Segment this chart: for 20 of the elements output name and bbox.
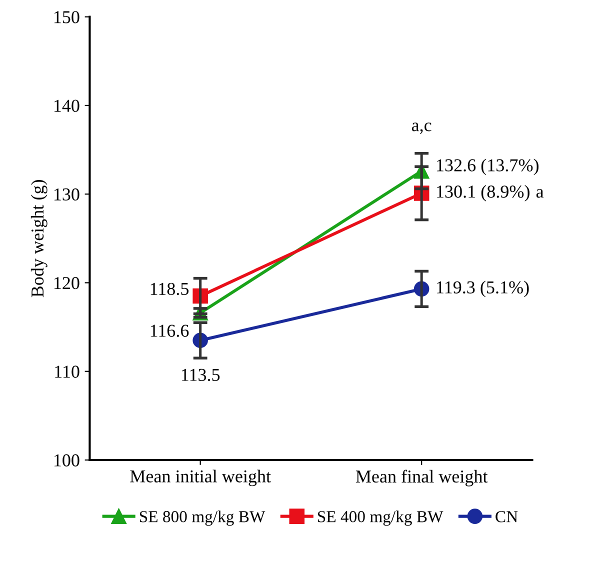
y-tick-label: 140 <box>54 100 80 112</box>
data-label: 116.6 <box>150 324 189 337</box>
y-axis-title: Body weight (g) <box>30 180 48 298</box>
legend-label: SE 800 mg/kg BW <box>140 510 266 526</box>
y-tick-label: 150 <box>54 11 80 24</box>
data-label: 130.1 (8.9%) <box>437 185 530 202</box>
legend-label: CN <box>496 511 518 522</box>
annotation: a,c <box>412 122 432 134</box>
y-tick-label: 130 <box>54 188 80 201</box>
data-label: 132.6 (13.7%) <box>437 158 538 176</box>
y-tick-label: 110 <box>55 366 80 378</box>
y-tick-label: 120 <box>54 277 80 290</box>
data-label: 119.3 (5.1%) <box>437 280 529 298</box>
y-tick-label: 100 <box>54 454 80 466</box>
text: a <box>536 189 544 198</box>
x-tick-label: Mean initial weight <box>130 470 271 486</box>
x-tick-label: Mean final weight <box>356 470 488 486</box>
data-label: 113.5 <box>182 368 220 382</box>
legend-label: SE 400 mg/kg BW <box>318 510 444 526</box>
data-label: 118.5 <box>150 282 189 296</box>
